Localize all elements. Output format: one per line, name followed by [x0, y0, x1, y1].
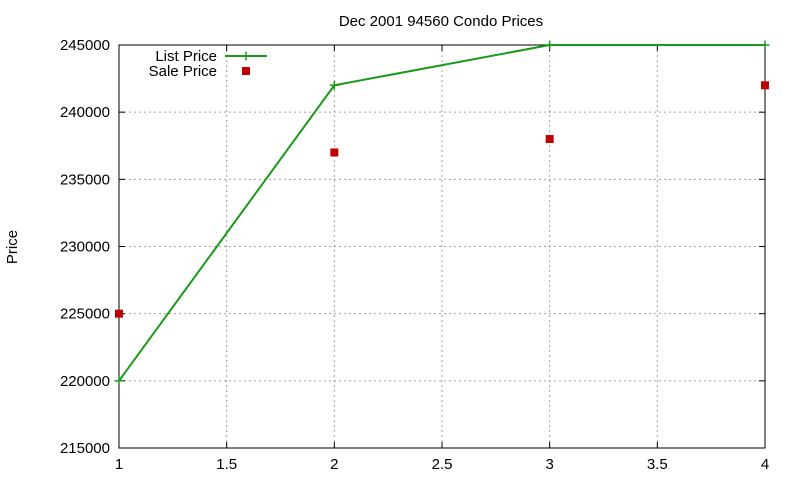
- y-tick-label: 230000: [60, 239, 110, 256]
- list-price-point: [114, 376, 124, 386]
- list-price-point: [329, 80, 339, 90]
- sale-price-point: [115, 309, 123, 318]
- list-price-point: [760, 40, 770, 50]
- x-tick-label: 1: [115, 456, 123, 473]
- legend-label-list-price: List Price: [155, 48, 217, 65]
- x-tick-label: 3.5: [647, 456, 668, 473]
- x-tick-label: 1.5: [216, 456, 237, 473]
- x-tick-label: 2.5: [432, 456, 453, 473]
- y-tick-label: 240000: [60, 104, 110, 121]
- legend-label-sale-price: Sale Price: [149, 63, 217, 80]
- list-price-point: [545, 40, 555, 50]
- y-tick-label: 245000: [60, 37, 110, 54]
- list-price-line: [118, 44, 765, 382]
- x-tick-label: 3: [545, 456, 553, 473]
- y-tick-label: 225000: [60, 306, 110, 323]
- y-tick-label: 235000: [60, 171, 110, 188]
- series-layer: [114, 40, 770, 386]
- grid: [119, 45, 765, 448]
- chart-title: Dec 2001 94560 Condo Prices: [339, 13, 543, 30]
- sale-price-point: [330, 148, 339, 157]
- sale-price-point: [761, 81, 769, 90]
- legend-marker-sale-price: [242, 67, 250, 75]
- y-axis-label: Price: [4, 230, 21, 264]
- y-tick-label: 215000: [60, 440, 110, 457]
- sale-price-point: [545, 135, 554, 144]
- x-tick-label: 4: [761, 456, 769, 473]
- y-tick-label: 220000: [60, 373, 110, 390]
- x-tick-label: 2: [330, 456, 338, 473]
- x-axis: 1 1.5 2 2.5 3 3.5 4: [115, 45, 769, 473]
- legend-marker-list-price: [241, 51, 251, 61]
